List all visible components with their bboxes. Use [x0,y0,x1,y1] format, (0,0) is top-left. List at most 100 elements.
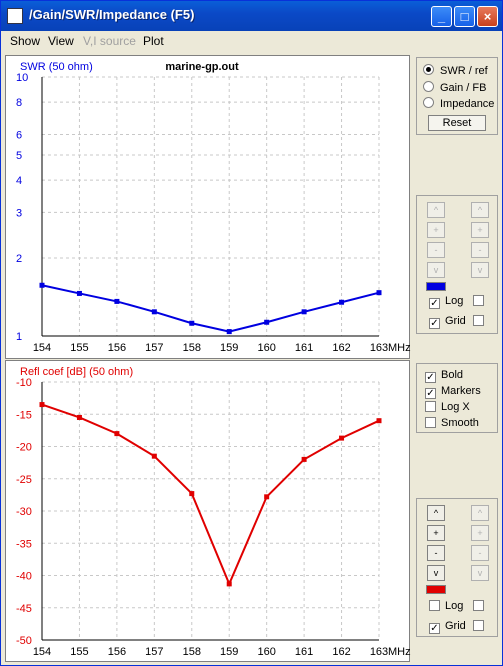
scale-up-button-right[interactable]: ^ [471,202,489,218]
swr-color-swatch[interactable] [426,282,446,291]
menu-bar: Show View V,I source Plot [1,31,502,51]
y-tick-label: -25 [16,474,32,486]
x-tick-label: 155 [70,342,88,354]
x-unit-label: MHz [388,342,411,354]
swr-scale-panel: ^ ^ + + - - v v ✓ Log ✓ Grid [416,195,498,334]
scale-up-button[interactable]: ^ [427,202,445,218]
data-point [76,414,82,420]
swr-log-checkbox-right[interactable] [473,295,489,307]
radio-swr-ref[interactable]: SWR / ref [423,64,488,77]
swr-log-checkbox[interactable]: ✓ Log [429,295,464,309]
mode-panel: SWR / ref Gain / FB Impedance Reset [416,57,498,135]
x-tick-label: 163 [370,646,388,658]
y-tick-label: 3 [16,207,22,219]
scale-down-button[interactable]: v [427,565,445,581]
refl-color-swatch[interactable] [426,585,446,594]
log-x-checkbox[interactable]: Log X [425,401,470,413]
series-line [41,403,380,587]
radio-gain-fb[interactable]: Gain / FB [423,81,486,94]
data-point [339,435,345,441]
chart-title: marine-gp.out [165,61,239,73]
x-tick-label: 160 [257,342,275,354]
checkbox-box: ✓ [425,388,436,399]
data-point [301,309,307,315]
data-point [376,290,382,296]
menu-show[interactable]: Show [10,34,41,48]
title-bar[interactable]: /Gain/SWR/Impedance (F5) _ □ × [1,1,502,31]
menu-plot[interactable]: Plot [143,34,164,48]
markers-checkbox[interactable]: ✓ Markers [425,385,481,399]
zoom-out-button[interactable]: - [427,242,445,258]
options-panel: ✓ Bold ✓ Markers Log X Smooth [416,363,498,433]
y-tick-label: 4 [16,175,22,187]
data-point [301,456,307,462]
data-point [264,494,270,500]
close-button[interactable]: × [477,6,498,27]
bold-checkbox[interactable]: ✓ Bold [425,369,464,383]
menu-view[interactable]: View [48,34,74,48]
zoom-in-button-right[interactable]: + [471,222,489,238]
x-tick-label: 159 [220,646,238,658]
x-tick-label: 162 [332,646,350,658]
refl-log-checkbox-right[interactable] [473,600,489,612]
data-point [189,320,195,326]
scale-up-button[interactable]: ^ [427,505,445,521]
data-point [189,491,195,497]
data-point [114,431,120,437]
x-tick-label: 155 [70,646,88,658]
x-tick-label: 158 [183,342,201,354]
refl-coef-plot[interactable]: 154 155 156 157 158 159 160 161 162 163 MHz -10 -15 -… [5,360,411,662]
x-tick-label: 162 [332,342,350,354]
minimize-button[interactable]: _ [431,6,452,27]
radio-dot [423,97,434,108]
maximize-button[interactable]: □ [454,6,475,27]
y-tick-label: -10 [16,377,32,389]
y-axis-label: SWR (50 ohm) [20,61,93,73]
y-tick-label: -30 [16,506,32,518]
checkbox-box: ✓ [429,623,440,634]
scale-up-button-right[interactable]: ^ [471,505,489,521]
menu-vi-source[interactable]: V,I source [83,34,136,48]
checkbox-box: ✓ [429,298,440,309]
y-axis-label: Refl coef [dB] (50 ohm) [20,366,133,378]
y-tick-label: 1 [16,331,22,343]
radio-impedance[interactable]: Impedance [423,97,494,110]
y-tick-label: 5 [16,150,22,162]
y-tick-label: -45 [16,603,32,615]
y-tick-label: -35 [16,538,32,550]
zoom-in-button[interactable]: + [427,222,445,238]
refl-grid-checkbox[interactable]: ✓ Grid [429,620,466,634]
zoom-out-button-right[interactable]: - [471,242,489,258]
x-tick-label: 159 [220,342,238,354]
data-point [226,581,232,587]
y-tick-label: 10 [16,72,28,84]
zoom-in-button-right[interactable]: + [471,525,489,541]
y-tick-label: 2 [16,253,22,265]
x-tick-label: 157 [145,646,163,658]
x-tick-label: 161 [295,342,313,354]
data-point [151,309,157,315]
y-tick-label: -40 [16,571,32,583]
x-tick-label: 161 [295,646,313,658]
swr-grid-checkbox-right[interactable] [473,315,489,327]
scale-down-button[interactable]: v [427,262,445,278]
y-tick-label: 6 [16,129,22,141]
scale-down-button-right[interactable]: v [471,262,489,278]
reset-button[interactable]: Reset [428,115,486,131]
checkbox-box [429,600,440,611]
swr-plot[interactable]: 154 155 156 157 158 159 160 161 162 163 MHz 1 2 3 4 5 6 8… [5,55,411,359]
zoom-out-button[interactable]: - [427,545,445,561]
zoom-out-button-right[interactable]: - [471,545,489,561]
smooth-checkbox[interactable]: Smooth [425,417,479,429]
swr-grid-checkbox[interactable]: ✓ Grid [429,315,466,329]
checkbox-box: ✓ [429,318,440,329]
radio-dot [423,64,434,75]
scale-down-button-right[interactable]: v [471,565,489,581]
x-tick-label: 156 [108,342,126,354]
radio-dot [423,81,434,92]
refl-grid-checkbox-right[interactable] [473,620,489,632]
zoom-in-button[interactable]: + [427,525,445,541]
refl-log-checkbox[interactable]: Log [429,600,463,612]
checkbox-box [425,401,436,412]
